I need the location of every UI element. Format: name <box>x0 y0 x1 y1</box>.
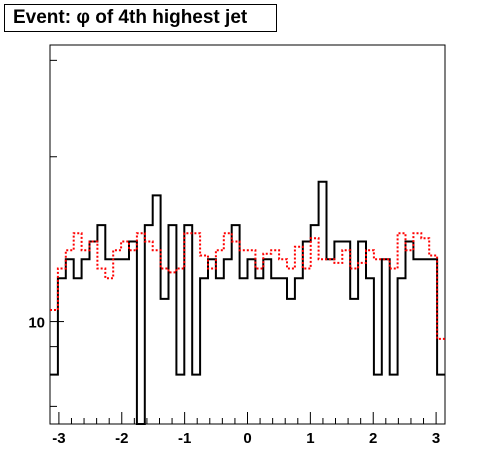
x-axis: -3 -2 -1 0 1 2 3 <box>52 412 440 447</box>
chart-title: Event: φ of 4th highest jet <box>4 4 277 32</box>
x-tick-label: -1 <box>178 430 191 447</box>
x-tick-label: 0 <box>243 430 251 447</box>
x-tick-label: 3 <box>432 430 440 447</box>
y-axis: 10 <box>28 59 64 407</box>
series-0-histogram <box>50 180 445 425</box>
x-tick-label: 1 <box>306 430 314 447</box>
x-tick-label: 2 <box>369 430 377 447</box>
x-tick-label: -3 <box>52 430 65 447</box>
y-tick-label: 10 <box>28 315 45 332</box>
series-1-histogram <box>50 232 445 340</box>
plot-frame <box>49 44 446 425</box>
x-tick-label: -2 <box>115 430 128 447</box>
series-layer <box>50 180 445 425</box>
